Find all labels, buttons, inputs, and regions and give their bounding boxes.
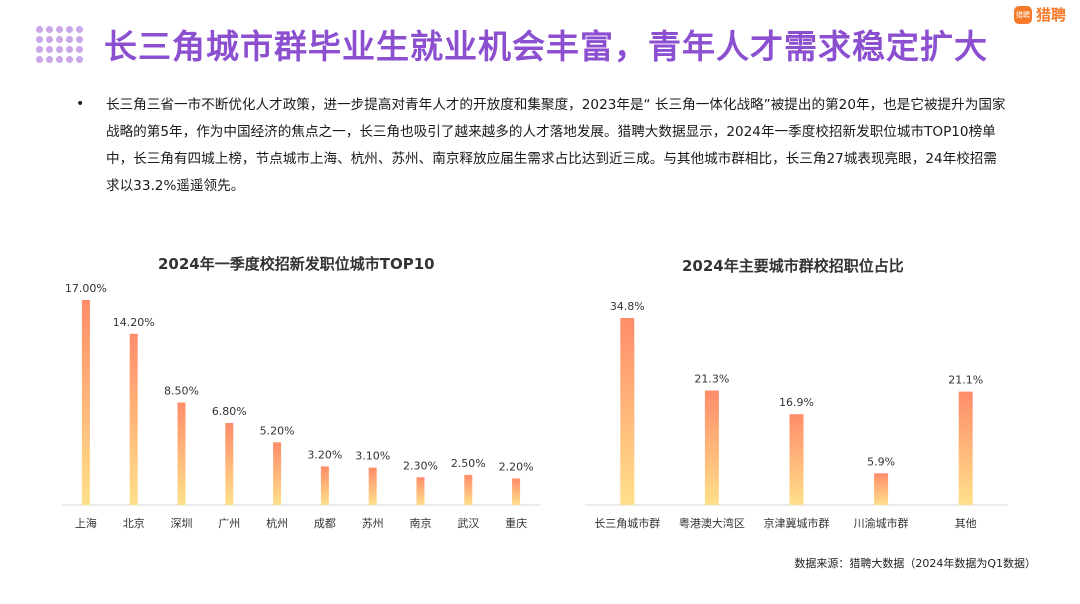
decor-dot [46, 56, 53, 63]
data-label: 34.8% [610, 300, 645, 313]
bar [958, 391, 973, 505]
decor-dot [76, 46, 83, 53]
data-label: 14.20% [113, 316, 155, 329]
data-label: 6.80% [212, 405, 247, 418]
category-label: 深圳 [171, 517, 193, 530]
bar [704, 390, 719, 505]
bar [225, 423, 234, 505]
data-label: 21.3% [694, 373, 729, 386]
category-label: 上海 [75, 516, 97, 530]
bar [874, 473, 889, 505]
bar [620, 318, 635, 505]
category-label: 广州 [218, 517, 240, 530]
bar [320, 466, 329, 505]
decor-dot [36, 56, 43, 63]
bar [273, 442, 282, 505]
decor-dot [36, 26, 43, 33]
decor-dot [76, 26, 83, 33]
chart-title-city-clusters: 2024年主要城市群校招职位占比 [682, 257, 904, 275]
category-label: 粤港澳大湾区 [679, 516, 745, 530]
category-label: 川渝城市群 [854, 516, 909, 530]
chart-title-top10-cities: 2024年一季度校招新发职位城市TOP10 [158, 255, 435, 273]
data-label: 2.30% [403, 459, 438, 472]
category-label: 其他 [955, 517, 977, 530]
decor-dot [36, 36, 43, 43]
liepin-logo-icon: 猎聘 [1013, 5, 1032, 24]
bar [129, 333, 138, 505]
decor-dot [66, 26, 73, 33]
bar [789, 414, 804, 505]
category-label: 重庆 [505, 516, 527, 530]
decor-dot [66, 46, 73, 53]
data-label: 5.20% [260, 424, 295, 437]
decor-dot [56, 26, 63, 33]
decor-dot [66, 56, 73, 63]
data-label: 2.50% [451, 457, 486, 470]
bar [81, 300, 90, 505]
decor-dot [66, 36, 73, 43]
data-source-note: 数据来源：猎聘大数据（2024年数据为Q1数据） [794, 557, 1036, 570]
summary-paragraph: 长三角三省一市不断优化人才政策，进一步提高对青年人才的开放度和集聚度，2023年… [106, 97, 1006, 194]
decor-dot [36, 46, 43, 53]
decor-dot [46, 46, 53, 53]
category-label: 成都 [314, 517, 336, 530]
bar [464, 474, 473, 505]
bullet-point: • [76, 96, 85, 112]
category-label: 京津冀城市群 [764, 516, 830, 530]
data-label: 17.00% [65, 282, 107, 295]
brand-logo: 猎聘 猎聘 [1013, 4, 1066, 25]
data-label: 3.20% [307, 448, 342, 461]
category-label: 苏州 [362, 517, 384, 530]
bar [416, 477, 425, 505]
brand-name: 猎聘 [1035, 6, 1066, 24]
category-label: 杭州 [266, 516, 288, 530]
dot-grid-icon [36, 26, 83, 64]
data-label: 5.9% [867, 455, 895, 468]
bar [512, 478, 521, 505]
category-label: 南京 [410, 516, 432, 530]
decor-dot [46, 26, 53, 33]
decor-dot [56, 46, 63, 53]
decor-dot [76, 56, 83, 63]
decor-dot [46, 36, 53, 43]
category-label: 武汉 [457, 517, 479, 530]
decor-dot [56, 36, 63, 43]
bar [177, 402, 186, 505]
category-label: 长三角城市群 [594, 516, 660, 530]
data-label: 2.20% [499, 460, 534, 473]
decor-dot [76, 36, 83, 43]
data-label: 8.50% [164, 385, 199, 398]
data-label: 3.10% [355, 450, 390, 463]
data-label: 21.1% [948, 374, 983, 387]
data-label: 16.9% [779, 396, 814, 409]
category-label: 北京 [123, 516, 145, 530]
bar [368, 467, 377, 505]
decor-dot [56, 56, 63, 63]
page-title: 长三角城市群毕业生就业机会丰富，青年人才需求稳定扩大 [104, 27, 988, 66]
